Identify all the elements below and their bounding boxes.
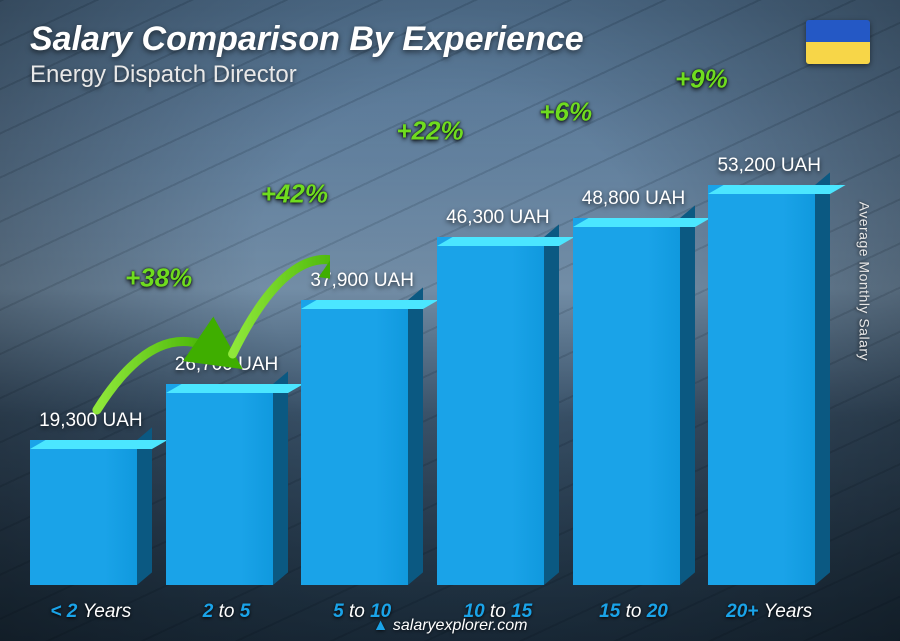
bar-column: 37,900 UAH [301,270,423,585]
bar-value-label: 37,900 UAH [310,270,414,292]
bar-column: 53,200 UAH [708,155,830,585]
source-logo-icon: ▲ [373,617,389,634]
bar [708,185,830,585]
flag-stripe-bottom [806,42,870,64]
footer-source: ▲ salaryexplorer.com [0,617,900,635]
pct-increase-label: +6% [539,97,592,128]
source-text: salaryexplorer.com [393,617,528,634]
chart-area: 19,300 UAH 26,700 UAH 37,900 UAH 46,300 … [30,99,870,623]
bar-value-label: 48,800 UAH [582,188,686,210]
bar-value-label: 26,700 UAH [175,354,279,376]
pct-increase-label: +42% [261,179,328,210]
pct-increase-label: +22% [396,116,463,147]
bar-column: 48,800 UAH [573,188,695,585]
bar [301,300,423,585]
flag-stripe-top [806,20,870,42]
bar-value-label: 46,300 UAH [446,207,550,229]
bars-row: 19,300 UAH 26,700 UAH 37,900 UAH 46,300 … [30,145,830,585]
bar [437,237,559,585]
bar-column: 26,700 UAH [166,354,288,585]
header: Salary Comparison By Experience Energy D… [30,20,870,89]
bar-value-label: 19,300 UAH [39,410,143,432]
country-flag-ukraine [806,20,870,64]
bar [573,218,695,585]
chart-subtitle: Energy Dispatch Director [30,61,584,89]
y-axis-label: Average Monthly Salary [856,202,872,361]
bar-column: 46,300 UAH [437,207,559,585]
chart-title: Salary Comparison By Experience [30,20,584,59]
bar-column: 19,300 UAH [30,410,152,585]
bar-value-label: 53,200 UAH [717,155,821,177]
pct-increase-label: +38% [125,263,192,294]
pct-increase-label: +9% [675,64,728,95]
bar [30,440,152,585]
bar [166,384,288,585]
content: Salary Comparison By Experience Energy D… [0,0,900,641]
